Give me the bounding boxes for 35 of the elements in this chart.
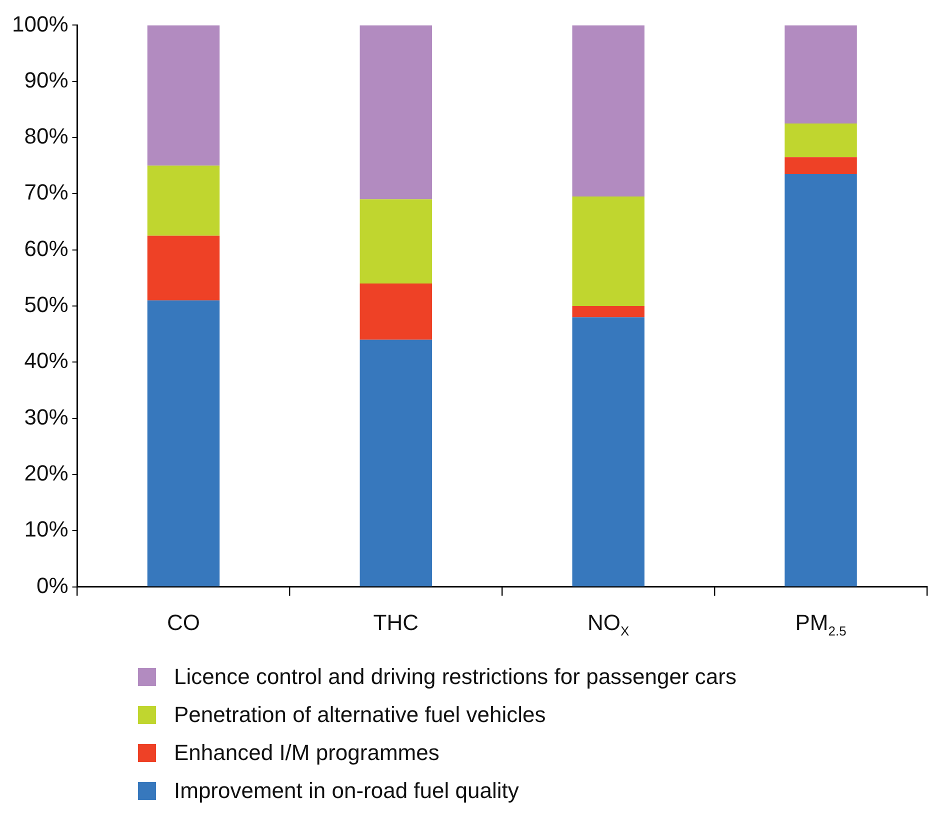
y-tick-label: 10% [24, 516, 68, 542]
y-tick-label: 50% [24, 292, 68, 318]
bar [572, 306, 644, 318]
bar [784, 157, 857, 174]
bar [784, 174, 857, 586]
legend-label: Penetration of alternative fuel vehicles [174, 702, 546, 728]
bar [147, 25, 220, 166]
y-tick-label: 90% [24, 67, 68, 92]
legend-label: Enhanced I/M programmes [174, 740, 440, 766]
bar [147, 300, 220, 586]
bar [147, 236, 220, 300]
y-tick-label: 0% [36, 572, 68, 598]
y-tick-label: 100% [12, 11, 68, 36]
bar [360, 25, 432, 200]
bar [147, 166, 220, 236]
legend-label: Improvement in on-road fuel quality [174, 778, 519, 804]
x-tick-label: THC [372, 610, 420, 636]
x-tick-label: PM$_{2.5}$ [794, 610, 848, 638]
bar [572, 25, 644, 196]
bar [572, 317, 644, 586]
y-tick-label: 70% [24, 180, 68, 205]
y-tick-label: 40% [24, 348, 68, 374]
y-tick-label: 20% [24, 460, 68, 486]
bar [784, 123, 857, 158]
bar [360, 284, 432, 340]
bar [572, 196, 644, 306]
y-tick-label: 30% [24, 404, 68, 430]
y-tick-label: 80% [24, 124, 68, 149]
bar [360, 199, 432, 284]
x-tick-label: CO [166, 610, 201, 636]
y-tick-label: 60% [24, 236, 68, 261]
bar [784, 25, 857, 124]
legend-label: Licence control and driving restrictions for passenger cars [174, 664, 736, 690]
x-tick-label: NO$_{X}$ [586, 610, 630, 638]
bar [360, 340, 432, 586]
